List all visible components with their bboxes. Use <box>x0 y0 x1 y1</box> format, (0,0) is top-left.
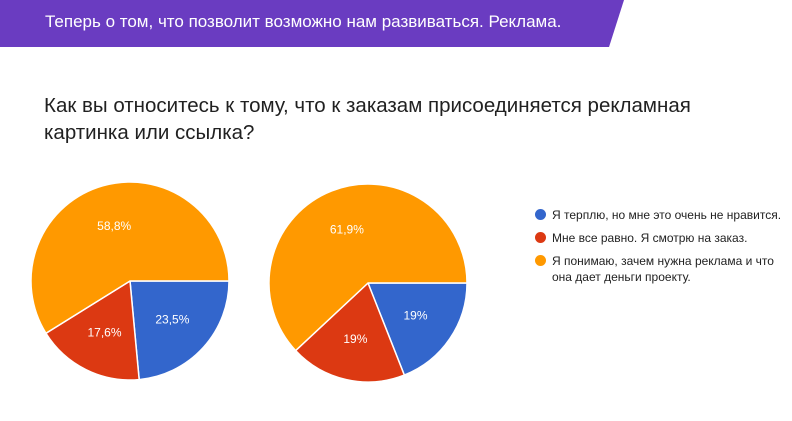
pie-1-slice-indifferent <box>44 279 140 381</box>
legend-swatch <box>535 232 546 243</box>
legend-swatch <box>535 209 546 220</box>
question-title: Как вы относитесь к тому, что к заказам … <box>44 94 691 144</box>
legend-item-indifferent: Мне все равно. Я смотрю на заказ. <box>535 230 785 246</box>
banner-text: Теперь о том, что позволит возможно нам … <box>45 12 562 31</box>
pie-1-label-understand: 58,8% <box>97 219 131 233</box>
section-banner: Теперь о том, что позволит возможно нам … <box>0 0 624 47</box>
legend-item-tolerate: Я терплю, но мне это очень не нравится. <box>535 207 785 223</box>
legend-swatch <box>535 255 546 266</box>
legend-label: Мне все равно. Я смотрю на заказ. <box>552 231 748 245</box>
legend-label: Я понимаю, зачем нужна реклама и что она… <box>552 254 774 284</box>
pie-1-slice-understand <box>30 181 230 335</box>
pie-2-label-understand: 61,9% <box>330 223 364 237</box>
pie-2-label-tolerate: 19% <box>403 308 427 322</box>
pie-2-label-indifferent: 19% <box>343 332 367 346</box>
pie-2-slice-understand <box>268 183 468 352</box>
pie-2-slice-indifferent <box>294 281 406 383</box>
pie-1-label-tolerate: 23,5% <box>155 313 189 327</box>
pie-1-slice-tolerate <box>129 280 230 381</box>
legend-item-understand: Я понимаю, зачем нужна реклама и что она… <box>535 253 785 285</box>
legend-label: Я терплю, но мне это очень не нравится. <box>552 208 782 222</box>
chart-legend: Я терплю, но мне это очень не нравится. … <box>535 207 785 292</box>
pie-2-slice-tolerate <box>366 282 468 377</box>
pie-1-label-indifferent: 17,6% <box>87 325 121 339</box>
